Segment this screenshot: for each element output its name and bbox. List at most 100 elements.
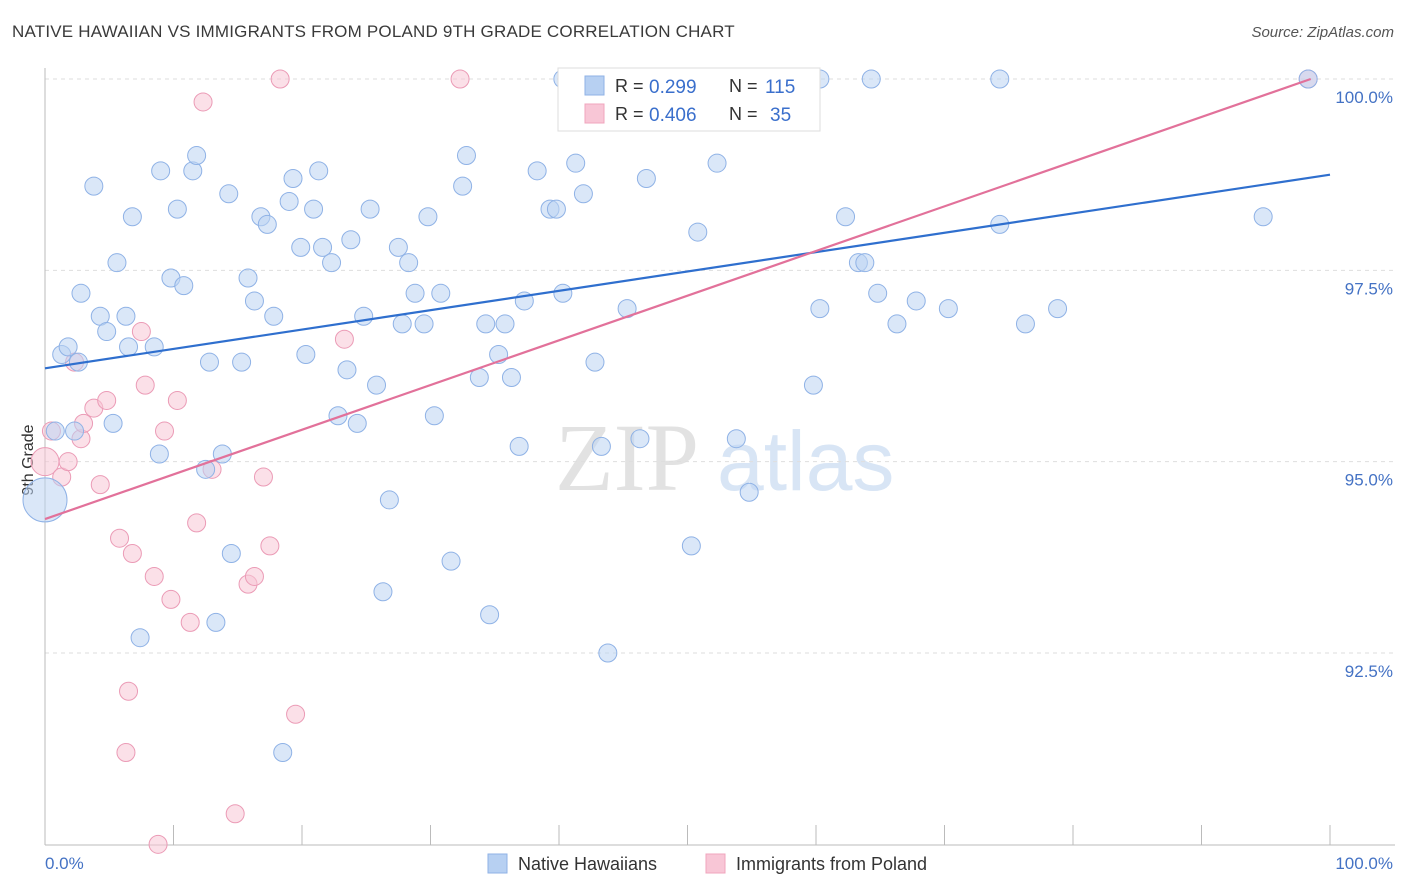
data-point	[130, 628, 150, 648]
data-point	[868, 283, 888, 303]
data-point	[630, 429, 650, 449]
data-point	[273, 742, 293, 762]
data-point	[270, 69, 290, 89]
legend-bottom-swatch-pink	[705, 853, 726, 874]
data-point	[167, 199, 187, 219]
data-point	[681, 536, 701, 556]
data-point	[456, 146, 476, 166]
data-point	[328, 406, 348, 426]
y-tick-label: 97.5%	[1345, 279, 1393, 298]
data-point	[566, 153, 586, 173]
data-point	[286, 704, 306, 724]
data-point	[1048, 299, 1068, 319]
data-point	[341, 230, 361, 250]
data-point	[810, 299, 830, 319]
x-tick-label-max: 100.0%	[1335, 854, 1393, 873]
data-point	[180, 612, 200, 632]
data-point	[418, 207, 438, 227]
data-point	[161, 589, 181, 609]
data-point	[219, 184, 239, 204]
data-point	[71, 283, 91, 303]
data-point	[373, 582, 393, 602]
data-point	[598, 643, 618, 663]
data-point	[367, 375, 387, 395]
data-point	[244, 291, 264, 311]
y-axis-title: 9th Grade	[20, 424, 37, 495]
x-ticks	[44, 825, 1331, 845]
data-point	[887, 314, 907, 334]
data-point	[424, 406, 444, 426]
data-point	[174, 276, 194, 296]
y-tick-label: 100.0%	[1335, 88, 1393, 107]
data-point	[22, 477, 68, 523]
legend-swatch-blue	[584, 75, 605, 96]
y-tick-label: 92.5%	[1345, 662, 1393, 681]
data-point	[739, 482, 759, 502]
legend-n-value-blue: 115	[765, 77, 795, 98]
data-point	[151, 161, 171, 181]
data-point	[103, 413, 123, 433]
trend-line-native-hawaiians	[44, 173, 1331, 370]
data-point	[304, 199, 324, 219]
legend-n-label-pink: N =	[729, 104, 758, 124]
data-point	[58, 337, 78, 357]
data-point	[264, 306, 284, 326]
data-point	[119, 337, 139, 357]
data-point	[167, 390, 187, 410]
y-tick-label: 95.0%	[1345, 471, 1393, 490]
data-point	[225, 804, 245, 824]
data-point	[257, 214, 277, 234]
data-point	[688, 222, 708, 242]
data-point	[90, 475, 110, 495]
legend-r-value-blue: 0.299	[649, 77, 697, 98]
data-point	[399, 253, 419, 273]
data-point	[187, 146, 207, 166]
data-point	[309, 161, 329, 181]
data-point	[1015, 314, 1035, 334]
legend-n-value-pink: 35	[770, 105, 791, 126]
data-point	[291, 237, 311, 257]
chart-title: NATIVE HAWAIIAN VS IMMIGRANTS FROM POLAN…	[12, 22, 735, 41]
data-point	[405, 283, 425, 303]
trend-line-immigrants-from-poland	[44, 77, 1312, 521]
data-point	[441, 551, 461, 571]
y-tick-labels: 100.0% 97.5% 95.0% 92.5%	[1335, 88, 1393, 681]
legend-bottom-label-pink: Immigrants from Poland	[736, 854, 927, 874]
data-point	[193, 92, 213, 112]
legend-top: R = 0.299 N = 115 R = 0.406 N = 35	[557, 67, 821, 132]
legend-r-label-blue: R =	[615, 76, 644, 96]
data-point	[836, 207, 856, 227]
data-point	[84, 176, 104, 196]
data-point	[206, 612, 226, 632]
data-point	[379, 490, 399, 510]
data-point	[97, 390, 117, 410]
data-point	[244, 566, 264, 586]
watermark-zip: ZIP	[555, 404, 699, 511]
data-point	[553, 283, 573, 303]
data-point	[260, 536, 280, 556]
data-point	[803, 375, 823, 395]
data-point	[148, 834, 168, 854]
data-point	[283, 168, 303, 188]
legend-r-value-pink: 0.406	[649, 105, 697, 126]
data-point	[573, 184, 593, 204]
data-point	[122, 544, 142, 564]
data-point	[431, 283, 451, 303]
data-point	[334, 329, 354, 349]
data-point	[232, 352, 252, 372]
data-point	[938, 299, 958, 319]
trend-lines	[44, 77, 1331, 521]
data-point	[501, 367, 521, 387]
data-point	[347, 413, 367, 433]
data-point	[546, 199, 566, 219]
data-point	[707, 153, 727, 173]
data-point	[58, 452, 78, 472]
data-point	[360, 199, 380, 219]
data-point	[107, 253, 127, 273]
data-point	[726, 429, 746, 449]
data-point	[990, 69, 1010, 89]
legend-n-label-blue: N =	[729, 76, 758, 96]
data-point	[1253, 207, 1273, 227]
data-point	[253, 467, 273, 487]
